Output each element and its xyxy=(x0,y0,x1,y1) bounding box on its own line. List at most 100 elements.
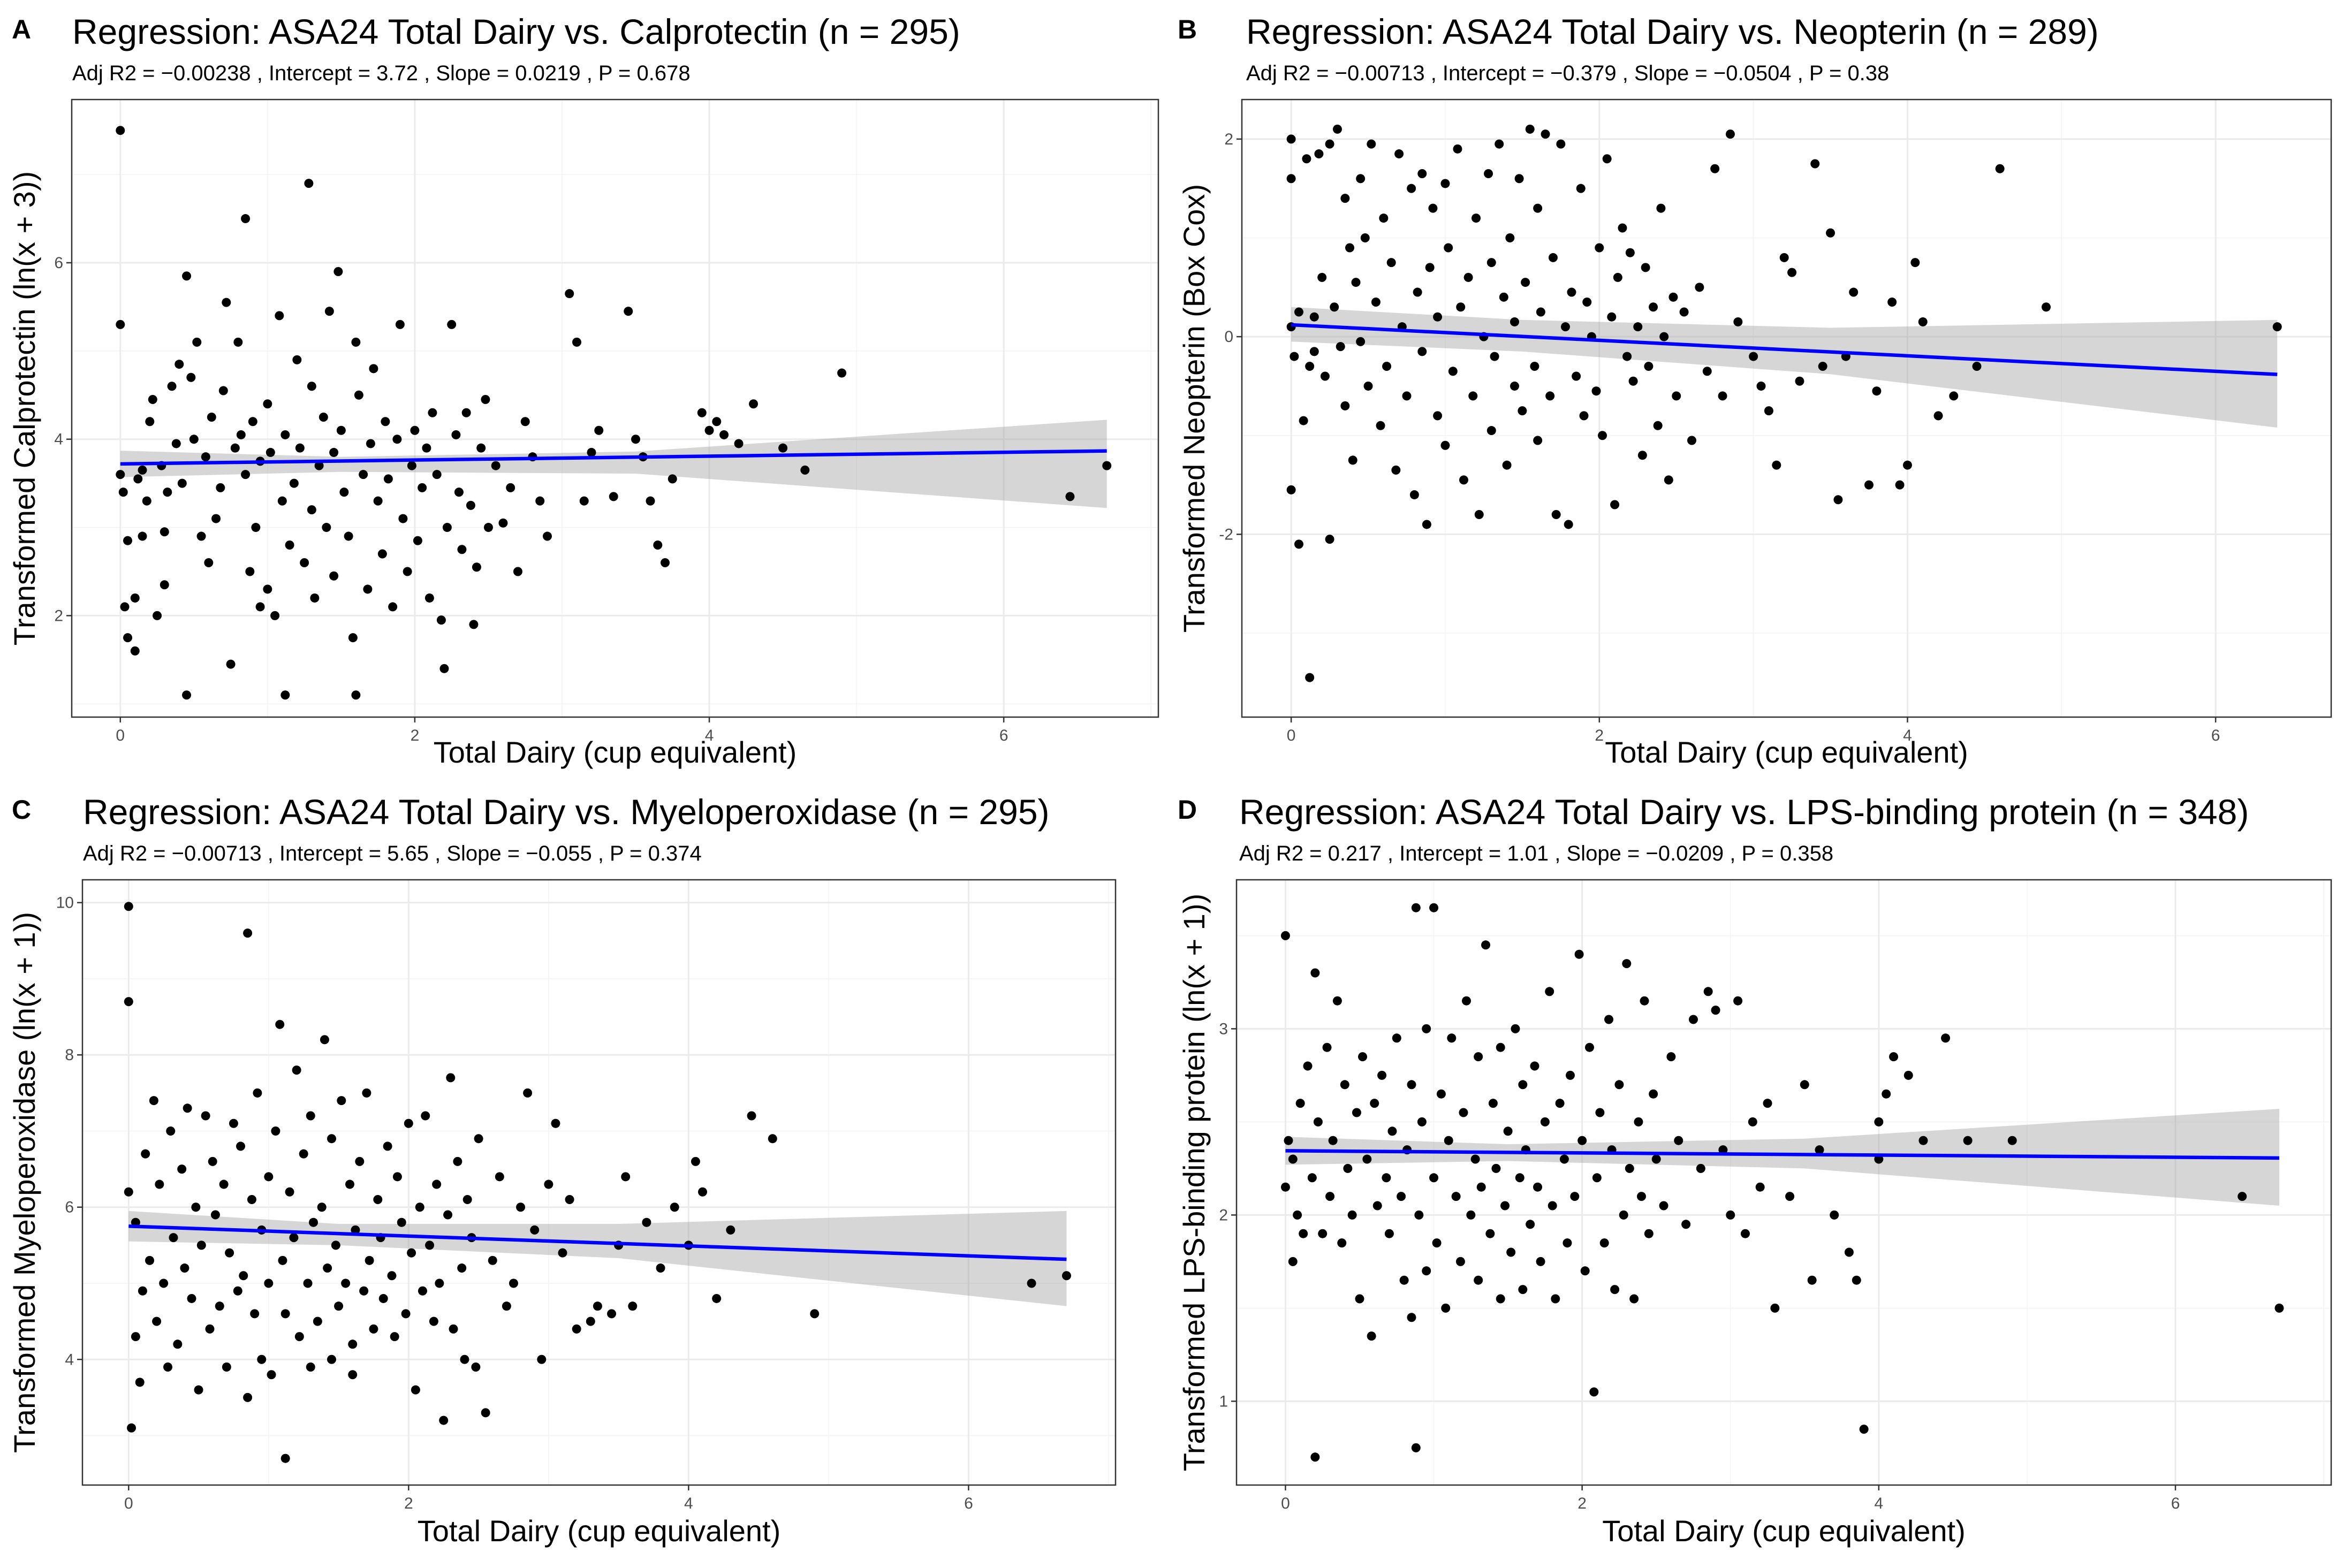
data-point xyxy=(1486,258,1496,268)
data-point xyxy=(1379,214,1389,223)
data-point xyxy=(1889,1052,1899,1062)
data-point xyxy=(230,443,240,453)
data-point xyxy=(294,1332,304,1342)
panel-d: D Regression: ASA24 Total Dairy vs. LPS-b… xyxy=(1177,792,2332,1548)
plot-frame xyxy=(81,879,1117,1486)
data-point xyxy=(1387,1126,1397,1136)
data-point xyxy=(337,1096,346,1106)
data-point xyxy=(1394,149,1404,159)
data-point xyxy=(691,1156,700,1166)
data-point xyxy=(404,1118,413,1128)
data-point xyxy=(1521,278,1530,287)
data-point xyxy=(1303,1061,1313,1071)
data-point xyxy=(257,1354,267,1364)
data-point xyxy=(530,1225,540,1235)
data-point xyxy=(572,1324,581,1334)
data-point xyxy=(1560,322,1570,332)
data-point xyxy=(1733,996,1743,1006)
panel-label: B xyxy=(1178,14,1197,44)
data-point xyxy=(1536,307,1545,317)
x-axis-title: Total Dairy (cup equivalent) xyxy=(434,735,797,769)
confidence-band xyxy=(1285,1109,2280,1206)
data-point xyxy=(1448,367,1458,376)
y-tick-label: 10 xyxy=(56,894,74,912)
data-point xyxy=(2272,322,2282,332)
data-point xyxy=(506,483,515,492)
data-point xyxy=(1407,184,1416,193)
data-point xyxy=(1455,1257,1465,1266)
data-point xyxy=(354,390,363,400)
chart-title: Regression: ASA24 Total Dairy vs. Neopte… xyxy=(1246,12,2099,51)
data-point xyxy=(196,1240,206,1250)
data-point xyxy=(1429,903,1439,912)
data-point xyxy=(183,1103,192,1113)
data-point xyxy=(1328,1136,1338,1145)
data-point xyxy=(1510,381,1519,391)
data-point xyxy=(348,1370,358,1380)
data-point xyxy=(344,531,353,541)
data-point xyxy=(1567,287,1576,297)
data-point xyxy=(307,505,316,515)
data-point xyxy=(241,214,251,224)
x-tick-label: 2 xyxy=(1595,727,1604,744)
data-point xyxy=(331,1240,340,1250)
data-point xyxy=(1422,520,1431,529)
data-point xyxy=(542,531,552,541)
data-point xyxy=(1695,283,1704,292)
data-point xyxy=(116,470,125,479)
data-point xyxy=(1027,1278,1036,1288)
data-point xyxy=(461,408,471,417)
data-point xyxy=(166,1126,176,1136)
y-axis-title: Transformed Calprotectin (ln(x + 3)) xyxy=(7,171,41,645)
data-point xyxy=(1576,184,1586,193)
data-point xyxy=(1429,1173,1439,1183)
data-point xyxy=(366,439,375,448)
data-point xyxy=(1337,1238,1347,1248)
data-point xyxy=(300,558,309,567)
data-point xyxy=(270,611,280,620)
data-point xyxy=(449,1324,458,1334)
x-tick-label: 2 xyxy=(1577,1495,1587,1512)
data-point xyxy=(194,1385,203,1395)
data-point xyxy=(1503,1126,1513,1136)
data-point xyxy=(341,1278,351,1288)
data-point xyxy=(339,488,349,497)
data-point xyxy=(1391,465,1401,475)
data-point xyxy=(726,1225,735,1235)
data-point xyxy=(1286,174,1296,184)
data-point xyxy=(1526,1220,1535,1229)
data-point xyxy=(327,1354,337,1364)
data-point xyxy=(116,319,125,329)
data-point xyxy=(1849,287,1859,297)
data-point xyxy=(280,690,290,700)
data-point xyxy=(145,1255,155,1265)
chart-subtitle: Adj R2 = −0.00713 , Intercept = −0.379 ,… xyxy=(1246,62,1889,85)
data-point xyxy=(205,1324,215,1334)
data-point xyxy=(1440,179,1450,188)
data-point xyxy=(1577,1136,1587,1145)
data-point xyxy=(1530,1061,1539,1071)
data-point xyxy=(1382,362,1392,371)
data-point xyxy=(747,1111,756,1121)
data-point xyxy=(1622,959,1632,969)
confidence-band xyxy=(120,420,1107,508)
data-point xyxy=(1679,307,1689,317)
data-point xyxy=(1065,492,1075,501)
data-point xyxy=(1633,322,1643,332)
data-point xyxy=(491,461,500,470)
data-point xyxy=(642,1217,651,1227)
data-point xyxy=(422,443,431,453)
data-point xyxy=(476,443,486,453)
data-point xyxy=(289,478,299,488)
data-point xyxy=(1472,214,1481,223)
data-point xyxy=(243,928,253,938)
data-point xyxy=(355,1156,365,1166)
data-point xyxy=(1425,263,1435,272)
data-point xyxy=(1397,1192,1406,1201)
data-point xyxy=(1386,258,1396,268)
data-point xyxy=(2274,1303,2284,1313)
data-point xyxy=(1293,1210,1302,1220)
data-point xyxy=(1572,371,1581,381)
data-point xyxy=(719,430,729,439)
